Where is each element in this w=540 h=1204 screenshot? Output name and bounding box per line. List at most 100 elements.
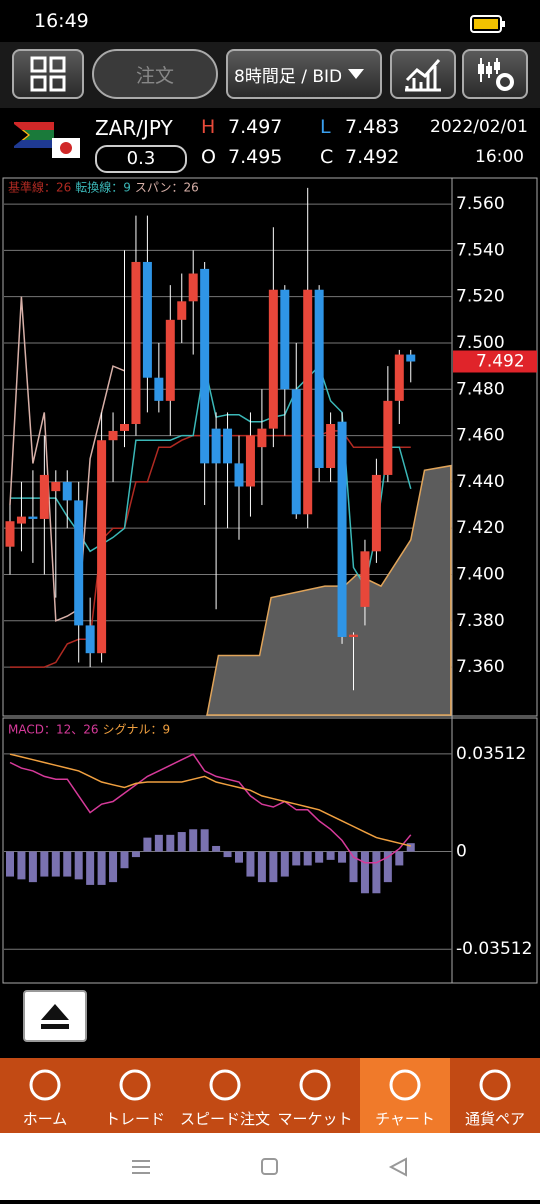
nav-item[interactable]: スピード注文 xyxy=(180,1058,270,1133)
legend-entry: MACD：12、26 xyxy=(8,723,99,737)
histogram-bar xyxy=(6,851,14,877)
open-label: O xyxy=(201,146,216,168)
high-label: H xyxy=(201,116,216,138)
order-label: 注文 xyxy=(135,64,174,87)
chart-icon xyxy=(405,59,441,92)
histogram-bar xyxy=(223,851,232,858)
timeframe-select[interactable]: 8時間足 / BID xyxy=(226,49,382,99)
histogram-bar xyxy=(200,829,209,852)
timeframe-label: 8時間足 / BID xyxy=(234,66,343,87)
candle-body xyxy=(120,424,129,431)
nav-label: ホーム xyxy=(22,1110,68,1128)
histogram-bar xyxy=(280,851,289,877)
histogram-bar xyxy=(63,851,72,877)
histogram-bar xyxy=(154,834,163,852)
grid-icon xyxy=(30,56,66,92)
candle-body xyxy=(211,428,221,464)
nav-item[interactable]: トレード xyxy=(90,1058,180,1133)
nav-icon xyxy=(299,1069,331,1101)
currency-flags xyxy=(14,122,80,158)
nav-bar xyxy=(0,1058,540,1133)
histogram-bar xyxy=(51,851,60,877)
nav-label: チャート xyxy=(375,1110,435,1128)
candle-body xyxy=(62,481,72,501)
histogram-bar xyxy=(269,851,278,883)
quote-time: 16:00 xyxy=(475,147,524,167)
histogram-bar xyxy=(246,851,255,877)
histogram-bar xyxy=(406,843,415,852)
nav-item[interactable]: ホーム xyxy=(0,1058,90,1133)
histogram-bar xyxy=(74,851,83,880)
candle-body xyxy=(74,500,84,626)
candle-body xyxy=(51,481,61,492)
candle-body xyxy=(394,354,404,401)
histogram-bar xyxy=(109,851,118,883)
nav-icon xyxy=(29,1069,61,1101)
settings-icon xyxy=(478,58,514,91)
candle-body xyxy=(337,421,347,637)
menu-button[interactable] xyxy=(12,49,84,99)
y-tick-label: 7.460 xyxy=(456,426,505,446)
macd-line xyxy=(9,753,411,847)
chart-area: 7.560 7.540 7.520 7.500 7.480 7.460 7.440 7.420… xyxy=(2,177,538,984)
eject-icon xyxy=(41,1004,69,1029)
collapse-button[interactable] xyxy=(23,990,87,1042)
candle-body xyxy=(108,430,118,441)
y-tick-label: 0.03512 xyxy=(456,744,526,764)
candle-body xyxy=(5,521,15,547)
candle-body xyxy=(28,516,38,519)
candle-body xyxy=(177,301,187,320)
candle-body xyxy=(314,289,324,468)
last-price-label: 7.492 xyxy=(476,351,525,371)
indicator-line xyxy=(10,364,412,589)
settings-button[interactable] xyxy=(462,49,528,99)
legend-entry: 基準線：26 xyxy=(8,180,71,195)
candle-body xyxy=(303,289,313,515)
y-tick-label: 7.480 xyxy=(456,379,505,399)
candle-body xyxy=(245,435,255,487)
candle-body xyxy=(234,463,244,487)
nav-item[interactable]: 通貨ペア xyxy=(450,1058,540,1133)
histogram-bar xyxy=(303,851,312,866)
battery-icon xyxy=(470,15,505,33)
nav-item[interactable]: マーケット xyxy=(270,1058,360,1133)
low-value: 7.483 xyxy=(345,116,400,138)
order-button[interactable]: 注文 xyxy=(92,49,218,99)
candle-body xyxy=(371,474,381,552)
nav-icon xyxy=(209,1069,241,1101)
histogram-bar xyxy=(212,845,221,852)
system-nav xyxy=(0,1133,540,1200)
candle-body xyxy=(154,377,164,401)
histogram-bar xyxy=(395,851,404,866)
candle-body xyxy=(16,516,26,524)
histogram-bar xyxy=(292,851,301,866)
nav-item[interactable]: チャート xyxy=(360,1058,450,1133)
legend-entry: 転換線：9 xyxy=(75,180,131,195)
candle-body xyxy=(85,625,95,654)
histogram-bar xyxy=(360,851,369,894)
last-price-tag xyxy=(453,350,537,373)
candle-body xyxy=(268,289,278,429)
close-value: 7.492 xyxy=(345,146,400,168)
ichimoku-cloud xyxy=(206,464,452,716)
candle-body xyxy=(360,551,370,607)
legend-entry: スパン：26 xyxy=(135,181,199,195)
legend-entry: シグナル：9 xyxy=(103,723,171,737)
histogram-bar xyxy=(120,851,129,869)
histogram-bar xyxy=(40,851,49,877)
y-tick-label: 0 xyxy=(456,842,467,862)
y-tick-label: 7.560 xyxy=(456,194,505,214)
y-tick-label: 7.440 xyxy=(456,472,505,492)
macd-frame xyxy=(2,717,538,984)
nav-label: マーケット xyxy=(277,1110,353,1128)
indicator-button[interactable] xyxy=(390,49,456,99)
candle-body xyxy=(97,440,107,654)
histogram-bar xyxy=(338,851,347,863)
y-tick-label: 7.520 xyxy=(456,287,505,307)
candle-body xyxy=(383,400,393,475)
histogram-bar xyxy=(143,837,152,852)
nav-icon xyxy=(389,1069,421,1101)
close-label: C xyxy=(320,146,334,168)
histogram-bar xyxy=(235,851,243,863)
